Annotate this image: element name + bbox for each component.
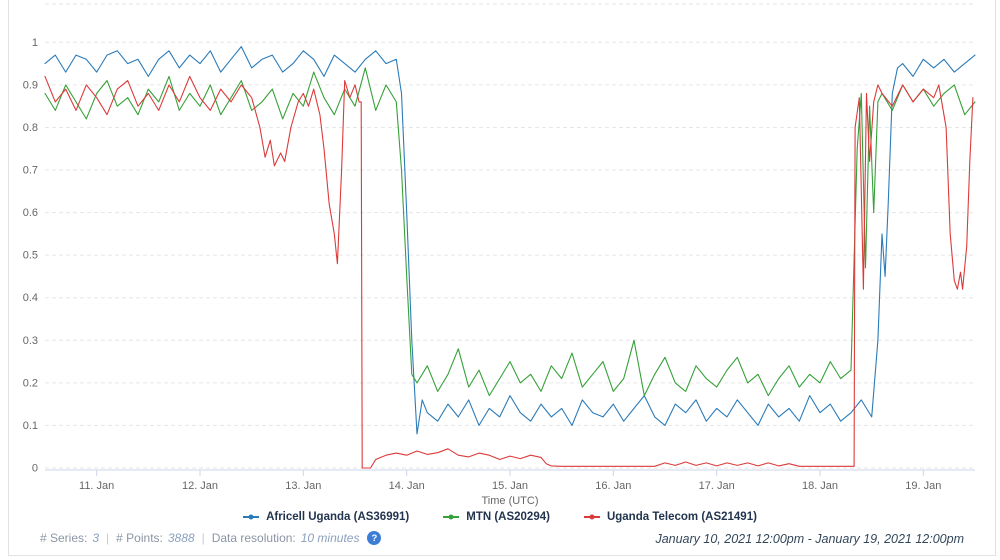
y-axis-tick-label: 0.2: [23, 377, 38, 389]
legend-item-africell[interactable]: Africell Uganda (AS36991): [243, 511, 409, 523]
legend: Africell Uganda (AS36991) MTN (AS20294) …: [0, 511, 1000, 523]
legend-label: Uganda Telecom (AS21491): [606, 511, 757, 523]
x-axis-tick-label: 17. Jan: [699, 480, 735, 492]
mtn-series-marker-icon: [443, 514, 460, 520]
y-axis-tick-label: 0: [32, 463, 38, 475]
y-axis-tick-label: 0.5: [23, 250, 38, 262]
legend-item-uganda-telecom[interactable]: Uganda Telecom (AS21491): [583, 511, 757, 523]
y-axis-tick-label: 0.8: [23, 122, 38, 134]
resolution-label: Data resolution:: [211, 531, 296, 545]
x-axis-tick-label: 16. Jan: [595, 480, 631, 492]
timeseries-chart: 0 0.1 0.2 0.3 0.4 0.5 0.6 0.7 0.8 0.9 1 11. Jan 12. …: [23, 3, 976, 492]
series-count-value: 3: [92, 531, 100, 545]
y-axis-tick-label: 0.3: [23, 335, 38, 347]
y-axis-tick-label: 0.7: [23, 165, 38, 177]
y-axis-tick-label: 1: [32, 37, 38, 49]
separator: |: [201, 531, 205, 545]
legend-item-mtn[interactable]: MTN (AS20294): [443, 511, 550, 523]
series-line-2: [44, 75, 974, 469]
y-axis-tick-label: 0.6: [23, 207, 38, 219]
legend-label: MTN (AS20294): [466, 511, 550, 523]
x-axis-tick-label: 19. Jan: [905, 480, 941, 492]
y-axis-tick-label: 0.4: [23, 292, 38, 304]
points-count-value: 3888: [167, 531, 195, 545]
x-axis-tick-label: 15. Jan: [492, 480, 528, 492]
x-axis-tick-label: 12. Jan: [182, 480, 218, 492]
date-range: January 10, 2021 12:00pm - January 19, 2…: [655, 532, 964, 546]
y-axis-tick-label: 0.9: [23, 79, 38, 91]
x-axis-tick-label: 11. Jan: [79, 480, 114, 492]
series-line-1: [44, 67, 976, 397]
series-count-label: # Series:: [40, 531, 88, 545]
uganda-telecom-series-marker-icon: [583, 514, 600, 520]
help-icon[interactable]: ?: [367, 531, 382, 545]
x-axis-title: Time (UTC): [481, 495, 539, 507]
x-axis-tick-label: 18. Jan: [802, 480, 838, 492]
x-axis-tick-label: 14. Jan: [389, 480, 425, 492]
chart-meta: # Series: 3 | # Points: 3888 | Data resolu…: [40, 531, 382, 545]
africell-series-marker-icon: [243, 514, 260, 520]
x-axis-tick-label: 13. Jan: [285, 480, 321, 492]
legend-label: Africell Uganda (AS36991): [266, 511, 410, 523]
points-count-label: # Points:: [116, 531, 163, 545]
resolution-value: 10 minutes: [300, 531, 360, 545]
y-axis-tick-label: 0.1: [23, 420, 38, 432]
series-line-0: [44, 46, 976, 435]
separator: |: [106, 531, 110, 545]
